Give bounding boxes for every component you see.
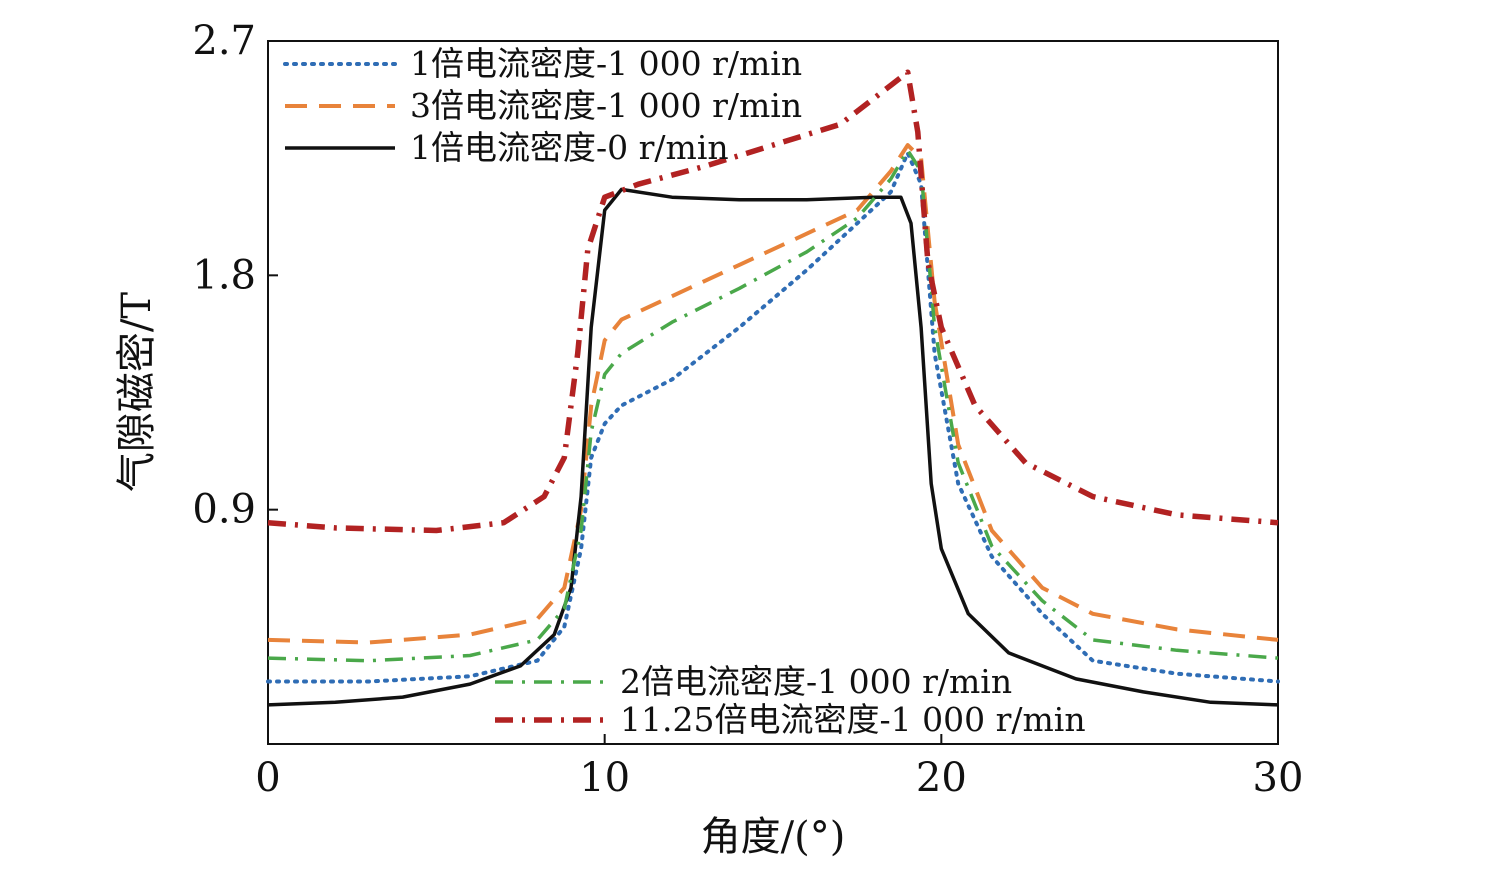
- x-tick-label-1: 0: [255, 755, 280, 801]
- series-line-5: [267, 69, 1279, 534]
- series-line-1: [266, 151, 1280, 684]
- x-axis-title: 角度/(°): [701, 814, 846, 860]
- y-tick-label-3: 2.7: [192, 18, 256, 64]
- x-tick-label-4: 30: [1253, 755, 1304, 801]
- y-tick-label-2: 1.8: [192, 252, 256, 298]
- series-line-3: [267, 187, 1279, 707]
- series-line-4: [267, 148, 1279, 663]
- plot-frame: [267, 40, 1279, 745]
- legend-label-3: 1倍电流密度-0 r/min: [410, 128, 729, 167]
- y-axis-title: 气隙磁密/T: [114, 292, 160, 492]
- legend-label-2: 3倍电流密度-1 000 r/min: [410, 86, 802, 125]
- x-tick-label-3: 20: [916, 755, 967, 801]
- x-tick-label-2: 10: [579, 755, 630, 801]
- y-tick-label-1: 0.9: [192, 487, 256, 533]
- ticks-layer: 0 10 20 30 0.9 1.8 2.7: [192, 18, 1303, 801]
- series-line-2: [267, 143, 1279, 645]
- series-layer: [266, 69, 1280, 707]
- legend-label-5: 11.25倍电流密度-1 000 r/min: [620, 700, 1086, 739]
- legend-label-4: 2倍电流密度-1 000 r/min: [620, 662, 1012, 701]
- legend-label-1: 1倍电流密度-1 000 r/min: [410, 44, 802, 83]
